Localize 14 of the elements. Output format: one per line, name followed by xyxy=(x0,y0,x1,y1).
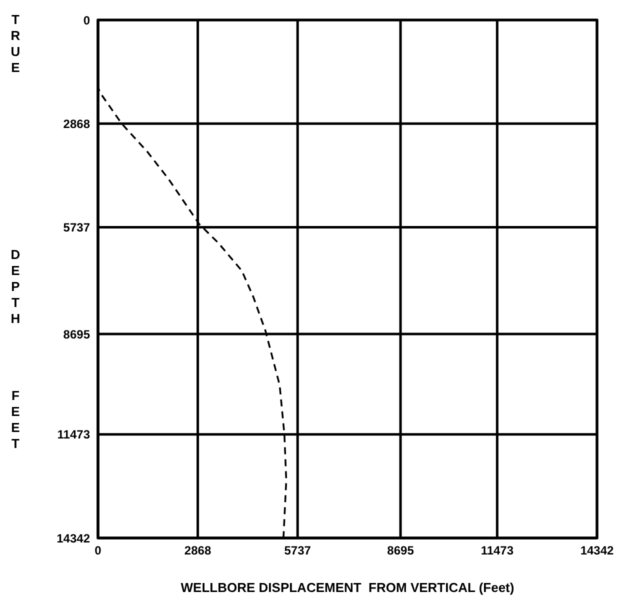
y-tick-label: 11473 xyxy=(57,428,90,442)
text: TRUE DEPTH FEET xyxy=(8,12,23,452)
x-tick-label: 8695 xyxy=(387,544,414,558)
x-tick-label: 2868 xyxy=(184,544,212,558)
x-tick-label: 11473 xyxy=(480,544,514,558)
x-tick-label: 0 xyxy=(94,544,102,558)
x-tick-label: 14342 xyxy=(580,544,614,558)
x-tick-label: 5737 xyxy=(284,544,312,558)
y-tick-label: 2868 xyxy=(63,116,90,131)
y-tick-label: 8695 xyxy=(63,327,90,342)
y-tick-label: 5737 xyxy=(63,220,90,234)
x-axis-title: WELLBORE DISPLACEMENT FROM VERTICAL (Feet) xyxy=(180,580,516,595)
y-tick-label: 14342 xyxy=(56,531,90,546)
y-tick-label: 0 xyxy=(83,13,90,28)
